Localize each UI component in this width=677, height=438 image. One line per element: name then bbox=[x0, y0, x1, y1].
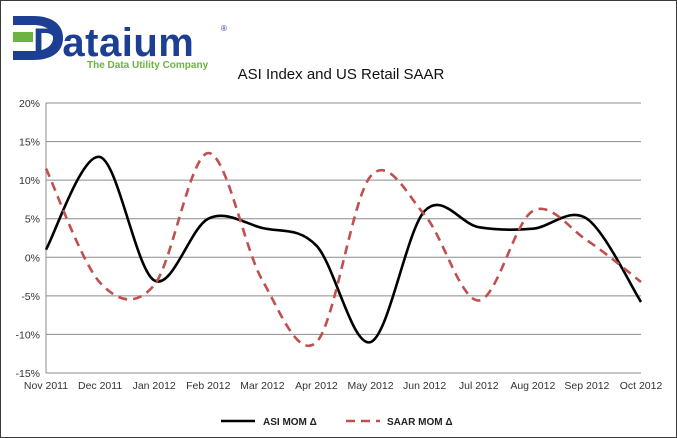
x-tick-label: Dec 2011 bbox=[78, 380, 122, 392]
legend-label: ASI MOM Δ bbox=[263, 417, 317, 428]
series-line-saar bbox=[44, 151, 642, 347]
y-tick-label: -15% bbox=[15, 368, 40, 380]
x-tick-label: Nov 2011 bbox=[24, 380, 68, 392]
x-tick-label: May 2012 bbox=[347, 380, 393, 392]
legend-label: SAAR MOM Δ bbox=[387, 417, 453, 428]
x-tick-label: Aug 2012 bbox=[510, 380, 555, 392]
series-line-asi bbox=[44, 155, 643, 344]
y-tick-label: 10% bbox=[19, 175, 40, 187]
logo-wordmark: Dataium bbox=[33, 21, 194, 65]
y-tick-label: -5% bbox=[21, 291, 40, 303]
logo-tagline: The Data Utility Company bbox=[87, 60, 209, 71]
y-tick-label: 0% bbox=[25, 252, 40, 264]
x-tick-label: Mar 2012 bbox=[240, 380, 285, 392]
y-tick-label: 5% bbox=[25, 214, 40, 226]
series-lines bbox=[44, 151, 643, 347]
y-tick-label: 20% bbox=[19, 98, 40, 110]
dataium-logo: Dataium ® The Data Utility Company bbox=[13, 16, 227, 71]
x-tick-label: Oct 2012 bbox=[620, 380, 663, 392]
logo-registered-mark: ® bbox=[221, 24, 227, 33]
x-axis: Nov 2011 Dec 2011 Jan 2012 Feb 2012 Mar 2012… bbox=[24, 380, 663, 392]
y-tick-label: -10% bbox=[15, 329, 40, 341]
gridlines bbox=[46, 102, 641, 374]
x-tick-label: Sep 2012 bbox=[564, 380, 609, 392]
y-axis: -15% -10% -5% 0% 5% 10% 15% 20% bbox=[15, 98, 47, 380]
legend: ASI MOM Δ SAAR MOM Δ bbox=[221, 417, 453, 428]
dataium-logo-bar bbox=[13, 32, 33, 42]
dataium-logo-mark bbox=[13, 16, 63, 60]
chart-title: ASI Index and US Retail SAAR bbox=[238, 66, 445, 83]
x-tick-label: Apr 2012 bbox=[295, 380, 338, 392]
x-tick-label: Jan 2012 bbox=[133, 380, 176, 392]
y-tick-label: 15% bbox=[19, 137, 40, 149]
x-tick-label: Jul 2012 bbox=[459, 380, 499, 392]
x-tick-label: Feb 2012 bbox=[186, 380, 231, 392]
x-tick-label: Jun 2012 bbox=[403, 380, 446, 392]
